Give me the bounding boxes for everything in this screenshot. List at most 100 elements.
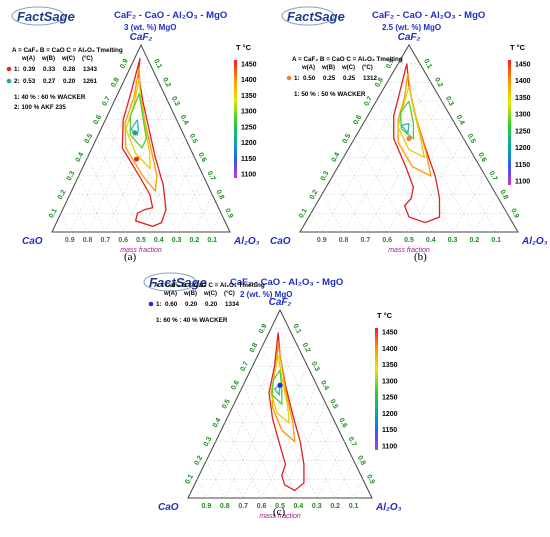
grid-line-b xyxy=(224,422,262,499)
tick-label-right: 0.4 xyxy=(179,114,190,126)
colorbar-tick: 1100 xyxy=(515,179,530,186)
tick-label-left: 0.4 xyxy=(212,417,223,429)
tick-label-left: 0.9 xyxy=(119,58,130,70)
tick-label-bottom: 0.4 xyxy=(154,237,164,244)
colorbar-tick: 1200 xyxy=(515,145,531,152)
tick-label-left: 0.5 xyxy=(342,133,353,145)
tick-label-bottom: 0.3 xyxy=(448,237,458,244)
grid-line-c xyxy=(279,403,327,499)
grid-line-b xyxy=(332,175,366,233)
tick-label-left: 0.8 xyxy=(110,77,121,89)
tick-label-right: 0.5 xyxy=(328,398,339,410)
tick-label-bottom: 0.5 xyxy=(404,237,414,244)
legend-col-header: (°C) xyxy=(82,56,93,62)
isotherm-1450 xyxy=(268,332,305,492)
grid-line-c xyxy=(321,63,421,233)
tick-label-bottom: 0.6 xyxy=(382,237,392,244)
chart-title: CaF₂ - CaO - Al₂O₃ - MgO xyxy=(114,10,227,21)
colorbar-tick: 1250 xyxy=(382,395,398,402)
colorbar-title: T °C xyxy=(377,311,393,320)
tick-label-left: 0.5 xyxy=(221,398,232,410)
tick-label-left: 0.5 xyxy=(84,133,95,145)
grid-line-c xyxy=(69,63,151,233)
legend-point-label: 1: xyxy=(294,75,300,82)
grid-line-c xyxy=(242,366,308,499)
colorbar-tick: 1300 xyxy=(515,112,531,119)
mass-fraction-label: mass fraction xyxy=(259,513,301,520)
tick-label-bottom: 0.5 xyxy=(275,503,285,510)
tick-label-bottom: 0.7 xyxy=(101,237,111,244)
tick-label-left: 0.7 xyxy=(101,95,112,107)
isotherm-1450 xyxy=(121,57,167,228)
tick-label-left: 0.6 xyxy=(352,114,363,126)
legend-wB: 0.20 xyxy=(185,301,198,308)
grid-line-b xyxy=(87,157,124,233)
tick-label-left: 0.7 xyxy=(239,361,250,373)
legend-note: 1: 60 % : 40 % WACKER xyxy=(156,317,228,324)
composition-point xyxy=(277,382,283,388)
tick-label-right: 0.3 xyxy=(444,95,455,107)
grid-line-c xyxy=(140,138,186,233)
tick-label-bottom: 0.9 xyxy=(65,237,75,244)
tick-label-bottom: 0.5 xyxy=(136,237,146,244)
grid-line-c xyxy=(365,100,442,233)
colorbar-tick: 1400 xyxy=(382,346,398,353)
legend-wA: 0.53 xyxy=(23,78,36,85)
tick-label-left: 0.3 xyxy=(203,436,214,448)
tick-label-right: 0.3 xyxy=(170,95,181,107)
colorbar-tick: 1100 xyxy=(382,444,397,451)
legend-point-label: 2: xyxy=(14,78,20,85)
grid-line-b xyxy=(69,194,88,233)
legend-point-label: 1: xyxy=(14,66,20,73)
tick-label-right: 0.6 xyxy=(337,417,348,429)
grid-line-c xyxy=(211,213,222,233)
legend-point-label: 1: xyxy=(156,301,162,308)
grid-line-c xyxy=(452,175,486,233)
legend-note: 1: 40 % : 60 % WACKER xyxy=(14,94,86,101)
grid-line-c xyxy=(122,119,177,233)
legend-title: A = CaF₂ B = CaO C = Al₂O₃ Tmelting xyxy=(154,282,265,289)
grid-line-b xyxy=(376,100,453,233)
tick-label-left: 0.6 xyxy=(230,379,241,391)
grid-line-b xyxy=(242,385,299,499)
tick-label-left: 0.3 xyxy=(66,170,77,182)
composition-point xyxy=(132,130,138,136)
logo-swoosh xyxy=(143,272,197,292)
grid-line-c xyxy=(353,479,364,499)
logo-text: FactSage xyxy=(149,275,207,290)
colorbar-tick: 1400 xyxy=(241,77,257,84)
mass-fraction-label: mass fraction xyxy=(388,247,430,254)
legend: A = CaF₂ B = CaO C = Al₂O₃ Tmelting w(A) w… xyxy=(6,47,123,111)
tick-label-right: 0.6 xyxy=(197,151,208,163)
triangle-grid xyxy=(60,63,222,233)
legend-col-header: w(C) xyxy=(61,56,75,62)
colorbar-tick: 1450 xyxy=(241,62,257,69)
tick-label-right: 0.2 xyxy=(433,77,444,89)
grid-line-b xyxy=(96,138,142,233)
apex-label-right: Al₂O₃ xyxy=(521,236,548,247)
tick-label-right: 0.3 xyxy=(310,361,321,373)
colorbar-tick: 1350 xyxy=(382,362,398,369)
tick-label-bottom: 0.2 xyxy=(330,503,340,510)
logo-text: FactSage xyxy=(287,9,345,24)
apex-label-left: CaO xyxy=(270,236,291,247)
legend-wB: 0.27 xyxy=(43,78,56,85)
tick-label-right: 0.9 xyxy=(509,208,520,220)
grid-line-b xyxy=(60,213,71,233)
grid-line-c xyxy=(176,175,204,233)
colorbar-tick: 1200 xyxy=(241,140,257,147)
mass-fraction-label: mass fraction xyxy=(120,247,162,254)
colorbar: T °C 1450 1400 1350 1300 1250 1200 1150 1100 xyxy=(508,43,531,186)
chart-subtitle: 2 (wt. %) MgO xyxy=(240,290,292,299)
legend-T: 1261 xyxy=(83,78,98,85)
tick-label-bottom: 0.9 xyxy=(202,503,212,510)
tick-label-bottom: 0.8 xyxy=(220,503,230,510)
tick-label-bottom: 0.9 xyxy=(317,237,327,244)
legend-wC: 0.25 xyxy=(343,75,356,82)
tick-label-left: 0.1 xyxy=(298,208,309,220)
tick-label-right: 0.5 xyxy=(188,133,199,145)
tick-label-right: 0.7 xyxy=(205,170,216,182)
legend-col-header: (°C) xyxy=(362,65,373,71)
colorbar-tick: 1450 xyxy=(382,330,398,337)
colorbar-tick: 1250 xyxy=(515,128,531,135)
